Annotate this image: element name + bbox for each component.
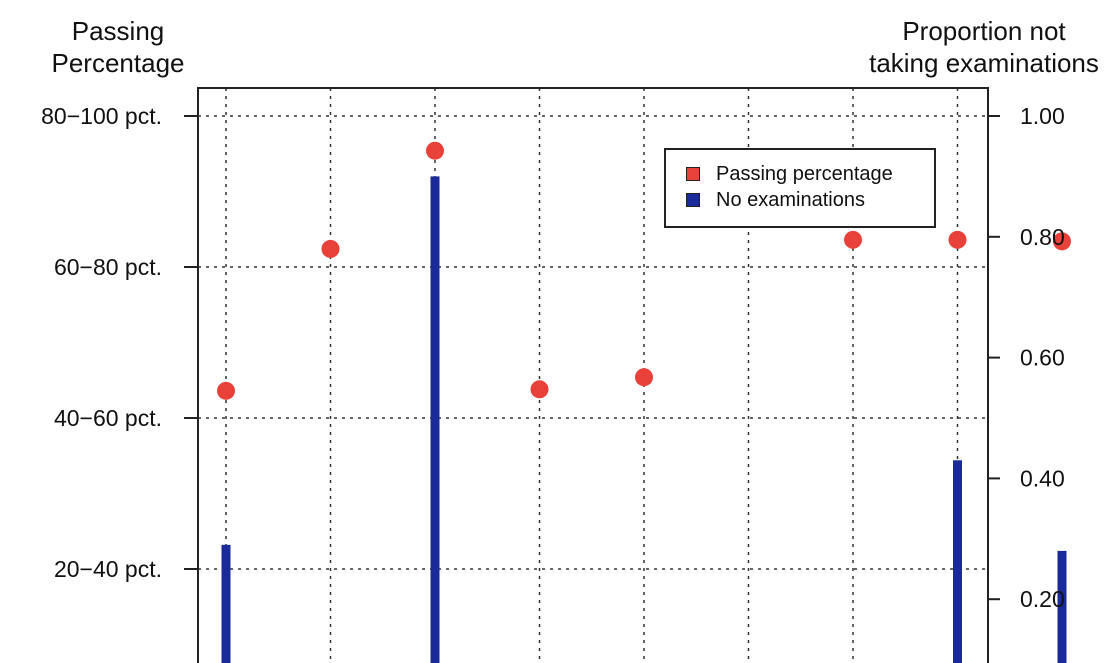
legend-label-passing: Passing percentage	[716, 162, 893, 185]
right-axis-title: Proportion not taking examinations	[869, 15, 1099, 79]
left-axis-title-line-2: Percentage	[51, 48, 185, 78]
left-tick-label: 60−80 pct.	[54, 254, 162, 280]
right-axis-title-line-1: Proportion not	[902, 16, 1066, 46]
bar-no-examinations	[221, 544, 231, 663]
bar-no-examinations	[1057, 550, 1067, 663]
right-tick-label: 0.80	[1020, 224, 1065, 250]
point-passing-percentage	[530, 380, 549, 399]
legend-swatch-no-exams	[686, 193, 700, 207]
bar-no-examinations	[953, 460, 962, 663]
right-tick-label: 0.40	[1020, 465, 1065, 491]
left-tick-label: 20−40 pct.	[54, 556, 162, 582]
left-tick-label: 40−60 pct.	[54, 405, 162, 431]
gridlines	[198, 88, 988, 663]
left-axis-title-line-1: Passing	[71, 16, 165, 46]
point-passing-percentage	[217, 381, 235, 400]
bar-no-examinations	[430, 176, 440, 663]
bar-series	[221, 176, 1067, 663]
point-passing-percentage	[948, 230, 967, 249]
legend: Passing percentage No examinations	[664, 148, 936, 228]
point-passing-percentage	[321, 239, 340, 258]
right-tick-label: 0.60	[1020, 345, 1065, 371]
point-passing-percentage	[1053, 232, 1071, 251]
point-passing-percentage	[635, 368, 653, 387]
legend-label-no-exams: No examinations	[716, 188, 865, 211]
right-axis: 0.20 0.40 0.60 0.80 1.00	[988, 103, 1065, 612]
right-axis-title-line-2: taking examinations	[869, 48, 1099, 78]
point-passing-percentage	[844, 230, 862, 249]
point-passing-percentage	[426, 141, 444, 160]
legend-swatch-passing	[686, 167, 700, 181]
left-axis-title: Passing Percentage	[52, 15, 185, 79]
left-tick-label: 80−100 pct.	[41, 103, 162, 129]
right-tick-label: 0.20	[1020, 586, 1065, 612]
left-axis: 20−40 pct. 40−60 pct. 60−80 pct. 80−100 pct…	[41, 103, 198, 582]
legend-item-passing: Passing percentage	[686, 162, 893, 186]
right-tick-label: 1.00	[1020, 103, 1065, 129]
legend-item-no-exams: No examinations	[686, 188, 865, 212]
point-series	[217, 141, 1071, 400]
plot-frame	[197, 87, 989, 663]
